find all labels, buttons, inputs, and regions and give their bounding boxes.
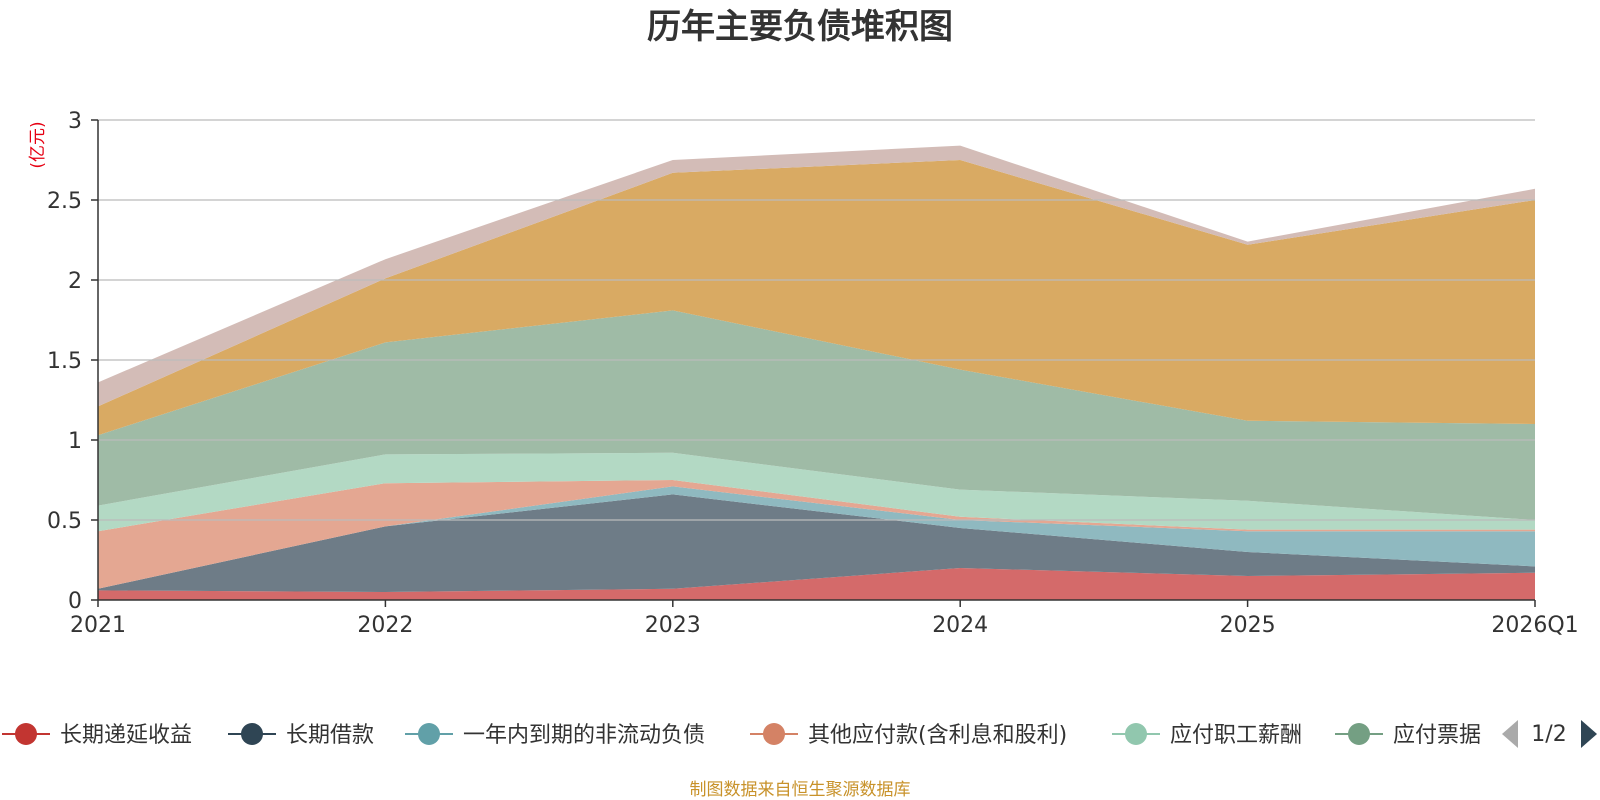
legend-prev-page-icon[interactable] — [1502, 720, 1518, 748]
area-series-4 — [98, 480, 1535, 589]
x-tick-label: 2026Q1 — [1491, 613, 1578, 638]
legend: 长期递延收益 长期借款 一年内到期的非流动负债 其他应付款(含利息和股利) 应付职工薪酬… — [2, 723, 1481, 748]
area-series-8 — [98, 145, 1535, 407]
legend-dot-icon — [1125, 723, 1147, 745]
y-tick-label: 0 — [68, 589, 82, 614]
x-tick-label: 2021 — [70, 613, 126, 638]
legend-item[interactable]: 应付票据 — [1335, 723, 1481, 748]
y-tick-label: 1 — [68, 429, 82, 454]
area-series-5 — [98, 452, 1535, 532]
chart-title: 历年主要负债堆积图 — [647, 7, 953, 47]
legend-label: 应付职工薪酬 — [1170, 723, 1302, 748]
area-series-2 — [98, 494, 1535, 592]
area-series-3 — [98, 486, 1535, 589]
legend-item[interactable]: 长期递延收益 — [2, 723, 192, 748]
legend-label: 应付票据 — [1393, 723, 1481, 748]
y-axis-unit-label: (亿元) — [28, 121, 48, 168]
area-series-7 — [98, 160, 1535, 436]
x-tick-label: 2024 — [932, 613, 988, 638]
x-tick-label: 2023 — [645, 613, 701, 638]
legend-dot-icon — [241, 723, 263, 745]
y-tick-label: 1.5 — [47, 349, 82, 374]
legend-dot-icon — [1348, 723, 1370, 745]
legend-pager: 1/2 — [1502, 720, 1597, 748]
gridlines — [98, 119, 1535, 521]
data-source-note: 制图数据来自恒生聚源数据库 — [690, 780, 911, 800]
x-tick-label: 2025 — [1220, 613, 1276, 638]
legend-dot-icon — [15, 723, 37, 745]
y-tick-label: 2 — [68, 269, 82, 294]
x-axis-ticks: 2021 2022 2023 2024 2025 2026Q1 — [70, 600, 1579, 638]
y-tick-label: 2.5 — [47, 189, 82, 214]
legend-dot-icon — [418, 723, 440, 745]
y-tick-label: 0.5 — [47, 509, 82, 534]
y-axis-ticks: 0 0.5 1 1.5 2 2.5 3 — [47, 109, 98, 614]
legend-label: 一年内到期的非流动负债 — [463, 723, 705, 748]
legend-label: 其他应付款(含利息和股利) — [808, 723, 1067, 748]
y-tick-label: 3 — [68, 109, 82, 134]
legend-item[interactable]: 应付职工薪酬 — [1112, 723, 1302, 748]
legend-label: 长期递延收益 — [60, 723, 192, 748]
area-series-group — [98, 145, 1535, 600]
area-series-6 — [98, 310, 1535, 520]
x-tick-label: 2022 — [357, 613, 413, 638]
legend-label: 长期借款 — [286, 723, 374, 748]
legend-page-indicator: 1/2 — [1531, 722, 1566, 747]
legend-next-page-icon[interactable] — [1581, 720, 1597, 748]
legend-dot-icon — [763, 723, 785, 745]
legend-item[interactable]: 一年内到期的非流动负债 — [405, 723, 705, 748]
legend-item[interactable]: 长期借款 — [228, 723, 374, 748]
area-series-1 — [98, 568, 1535, 600]
legend-item[interactable]: 其他应付款(含利息和股利) — [750, 723, 1067, 748]
